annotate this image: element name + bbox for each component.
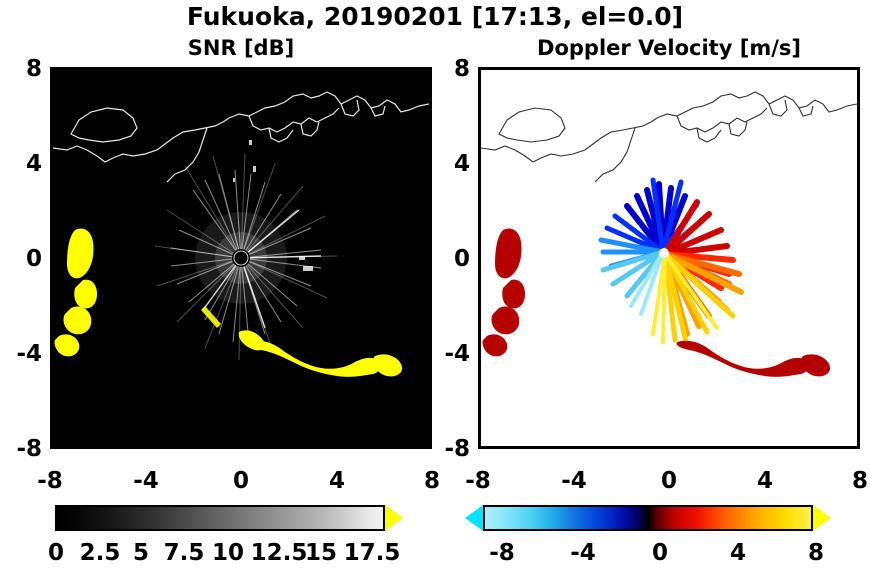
doppler-ytick-neg8: -8 <box>444 436 470 462</box>
snr-cbar-tick-15: 15 <box>304 540 337 566</box>
snr-xtick-neg4: -4 <box>133 468 159 494</box>
doppler-colorbar[interactable] <box>483 505 813 531</box>
doppler-ytick-neg4: -4 <box>444 341 470 367</box>
snr-ytick-8: 8 <box>25 56 42 82</box>
doppler-cbar-tick-neg4: -4 <box>570 540 596 566</box>
snr-ytick-neg8: -8 <box>16 436 42 462</box>
snr-xtick-0: 0 <box>232 468 249 494</box>
doppler-cbar-tick-8: 8 <box>807 540 824 566</box>
doppler-xtick-8: 8 <box>851 468 868 494</box>
snr-cbar-tick-0: 0 <box>47 540 64 566</box>
doppler-cbar-tick-4: 4 <box>729 540 746 566</box>
panel-title-doppler: Doppler Velocity [m/s] <box>537 36 801 60</box>
snr-ytick-4: 4 <box>25 151 42 177</box>
snr-cbar-tick-2p5: 2.5 <box>79 540 121 566</box>
snr-cbar-tick-17p5: 17.5 <box>343 540 401 566</box>
doppler-cbar-tick-neg8: -8 <box>489 540 515 566</box>
panel-title-snr: SNR [dB] <box>187 36 295 60</box>
doppler-ytick-4: 4 <box>453 151 470 177</box>
snr-cbar-tick-10: 10 <box>211 540 244 566</box>
snr-cbar-tick-7p5: 7.5 <box>163 540 205 566</box>
snr-colorbar[interactable] <box>55 505 385 531</box>
doppler-ytick-8: 8 <box>453 56 470 82</box>
doppler-colorbar-over-arrow <box>813 505 831 531</box>
doppler-plot-canvas <box>481 70 857 446</box>
doppler-cbar-tick-0: 0 <box>651 540 668 566</box>
figure-title: Fukuoka, 20190201 [17:13, el=0.0] <box>186 2 684 31</box>
snr-plot-area[interactable] <box>50 67 432 449</box>
snr-ytick-neg4: -4 <box>16 341 42 367</box>
doppler-ytick-0: 0 <box>453 246 470 272</box>
doppler-xtick-neg8: -8 <box>465 468 491 494</box>
snr-xtick-neg8: -8 <box>37 468 63 494</box>
snr-plot-canvas <box>53 70 429 446</box>
snr-xtick-4: 4 <box>328 468 345 494</box>
doppler-plot-area[interactable] <box>478 67 860 449</box>
snr-xtick-8: 8 <box>423 468 440 494</box>
snr-cbar-tick-5: 5 <box>132 540 149 566</box>
doppler-xtick-neg4: -4 <box>561 468 587 494</box>
snr-cbar-tick-12p5: 12.5 <box>250 540 308 566</box>
doppler-xtick-4: 4 <box>756 468 773 494</box>
snr-colorbar-over-arrow <box>385 505 403 531</box>
snr-ytick-0: 0 <box>25 246 42 272</box>
doppler-colorbar-under-arrow <box>465 505 483 531</box>
doppler-xtick-0: 0 <box>660 468 677 494</box>
